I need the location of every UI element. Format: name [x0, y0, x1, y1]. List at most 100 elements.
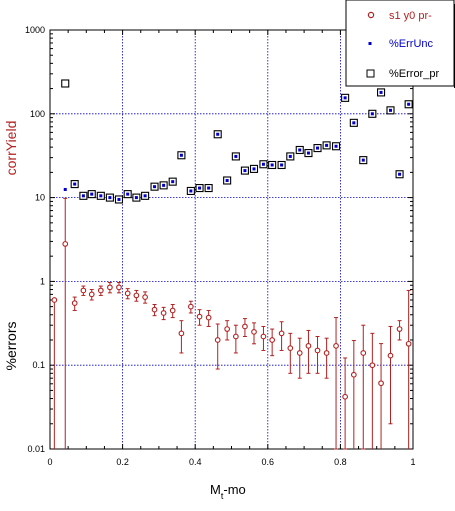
point-s2 [352, 121, 356, 125]
axis-ticks [50, 30, 413, 450]
point-s1 [260, 333, 267, 340]
point-s2 [162, 183, 166, 187]
point-s1 [124, 290, 131, 297]
point-s2 [288, 154, 292, 158]
y-tick-label: 100 [30, 109, 45, 119]
point-s1 [269, 337, 276, 343]
point-s2 [73, 182, 77, 186]
point-s1 [205, 314, 212, 321]
point-s1 [142, 294, 148, 300]
point-s2 [207, 186, 211, 190]
grid [50, 30, 413, 449]
point-s1 [151, 306, 158, 313]
x-tick-labels: 0 0.2 0.4 0.6 0.8 1 [47, 457, 415, 467]
legend-box [345, 0, 455, 87]
point-s2 [198, 186, 202, 190]
point-s1 [178, 330, 185, 337]
point-s2 [99, 194, 103, 198]
point-s2 [225, 178, 229, 182]
legend: s1 y0 pr- %ErrUnc %Error_pr [345, 0, 455, 88]
point-s1 [287, 345, 294, 351]
legend-marker-square [366, 69, 375, 78]
point-s2 [134, 196, 138, 200]
x-axis-label-sub: t [221, 491, 224, 501]
y-tick-label: 0.01 [27, 444, 45, 454]
point-s1 [133, 292, 140, 299]
point-s2 [270, 163, 274, 167]
point-s2 [261, 162, 265, 166]
point-s1 [305, 343, 312, 349]
legend-label-series2: %ErrUnc [389, 38, 434, 50]
point-s1 [323, 350, 330, 356]
point-s2 [126, 192, 130, 196]
x-tick-label: 0 [47, 457, 52, 467]
point-s2 [370, 112, 374, 116]
point-s2 [216, 132, 220, 136]
y-axis-label-bottom: %errors [3, 321, 19, 370]
point-s2 [407, 102, 411, 106]
point-s2 [334, 144, 338, 148]
x-tick-label: 0.4 [189, 457, 202, 467]
point-s1 [80, 287, 87, 294]
point-s1 [214, 337, 221, 343]
point-s1 [350, 371, 357, 378]
point-s2 [252, 167, 256, 171]
point-s1 [97, 287, 104, 294]
point-s1 [107, 284, 113, 291]
point-s2 [280, 163, 284, 167]
point-s2 [398, 172, 402, 176]
point-s2 [117, 197, 121, 201]
point-s2 [361, 158, 365, 162]
point-s2 [90, 192, 94, 196]
error-bars [52, 197, 411, 450]
y-axis-label-top: corrYield [3, 121, 19, 176]
y-tick-label: 1 [40, 276, 45, 286]
point-s2 [243, 169, 247, 173]
point-s2 [189, 189, 193, 193]
point-s2 [388, 108, 392, 112]
point-s2 [171, 180, 175, 184]
x-axis-label-tail: -mo [223, 482, 245, 497]
point-s2 [298, 148, 302, 152]
x-tick-label: 0.8 [334, 457, 347, 467]
y-tick-label: 0.1 [32, 360, 45, 370]
x-tick-label: 0.6 [262, 457, 275, 467]
point-s1 [387, 352, 394, 359]
point-s2 [143, 194, 147, 198]
point-s1 [251, 329, 257, 335]
point-s1 [396, 326, 403, 332]
point-s2 [153, 185, 157, 189]
point-s1 [196, 313, 203, 320]
point-s1 [224, 326, 230, 332]
point-s1 [405, 340, 412, 347]
point-s2 [343, 96, 347, 100]
y-tick-label: 10 [35, 193, 45, 203]
point-s1 [378, 380, 384, 387]
point-s1 [62, 241, 69, 247]
point-s1 [342, 393, 348, 400]
point-s1 [187, 303, 194, 310]
point-s1 [71, 300, 78, 307]
y-tick-labels: 0.01 0.1 1 10 100 1000 [25, 25, 45, 454]
point-s1 [314, 347, 321, 354]
legend-label-series3: %Error_pr [389, 68, 439, 80]
point-s1 [242, 323, 248, 330]
point-s1 [360, 350, 367, 356]
point-s2 [179, 153, 183, 157]
point-s1 [116, 284, 122, 291]
x-tick-label: 0.2 [116, 457, 129, 467]
point-s1 [160, 310, 167, 316]
point-s2 [379, 90, 383, 94]
point-s2 [306, 151, 310, 155]
point-s2 [108, 196, 112, 200]
point-s2 [63, 187, 67, 191]
point-s1 [88, 291, 95, 298]
point-s1 [333, 343, 339, 349]
point-s2 [81, 194, 85, 198]
point-s1 [233, 333, 239, 340]
point-s3 [61, 79, 70, 88]
point-s1 [296, 350, 303, 356]
point-s1 [369, 362, 376, 369]
point-s2 [316, 146, 320, 150]
